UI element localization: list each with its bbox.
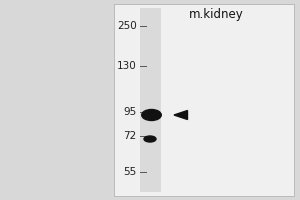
Bar (114, 4, 294, 196)
Text: m.kidney: m.kidney (189, 8, 243, 21)
Polygon shape (174, 110, 188, 119)
Text: 95: 95 (123, 107, 136, 117)
Text: 72: 72 (123, 131, 136, 141)
Text: 130: 130 (117, 61, 136, 71)
Ellipse shape (142, 109, 161, 120)
Ellipse shape (144, 136, 156, 142)
Text: 250: 250 (117, 21, 136, 31)
Bar (140, 8, 160, 192)
Text: 55: 55 (123, 167, 136, 177)
